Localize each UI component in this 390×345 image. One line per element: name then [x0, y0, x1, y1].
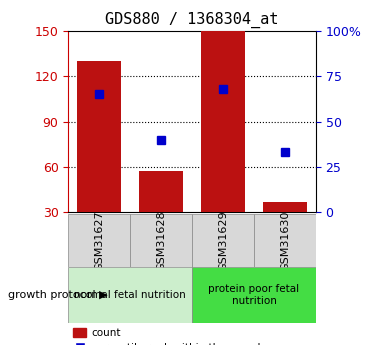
- Text: growth protocol ▶: growth protocol ▶: [8, 290, 107, 300]
- Text: GSM31629: GSM31629: [218, 210, 228, 271]
- Text: GSM31630: GSM31630: [280, 210, 290, 271]
- Bar: [77, 61, 122, 212]
- Bar: [262, 201, 307, 212]
- Title: GDS880 / 1368304_at: GDS880 / 1368304_at: [105, 12, 279, 28]
- Bar: [192, 214, 254, 267]
- Text: GSM31627: GSM31627: [94, 210, 104, 271]
- Text: GSM31628: GSM31628: [156, 210, 166, 271]
- Bar: [130, 214, 192, 267]
- Bar: [139, 171, 183, 212]
- Text: protein poor fetal
nutrition: protein poor fetal nutrition: [208, 284, 300, 306]
- Bar: [192, 267, 316, 323]
- Bar: [68, 267, 192, 323]
- Bar: [68, 214, 130, 267]
- Bar: [201, 31, 245, 212]
- Text: normal fetal nutrition: normal fetal nutrition: [74, 290, 186, 300]
- Legend: count, percentile rank within the sample: count, percentile rank within the sample: [73, 328, 267, 345]
- Bar: [254, 214, 316, 267]
